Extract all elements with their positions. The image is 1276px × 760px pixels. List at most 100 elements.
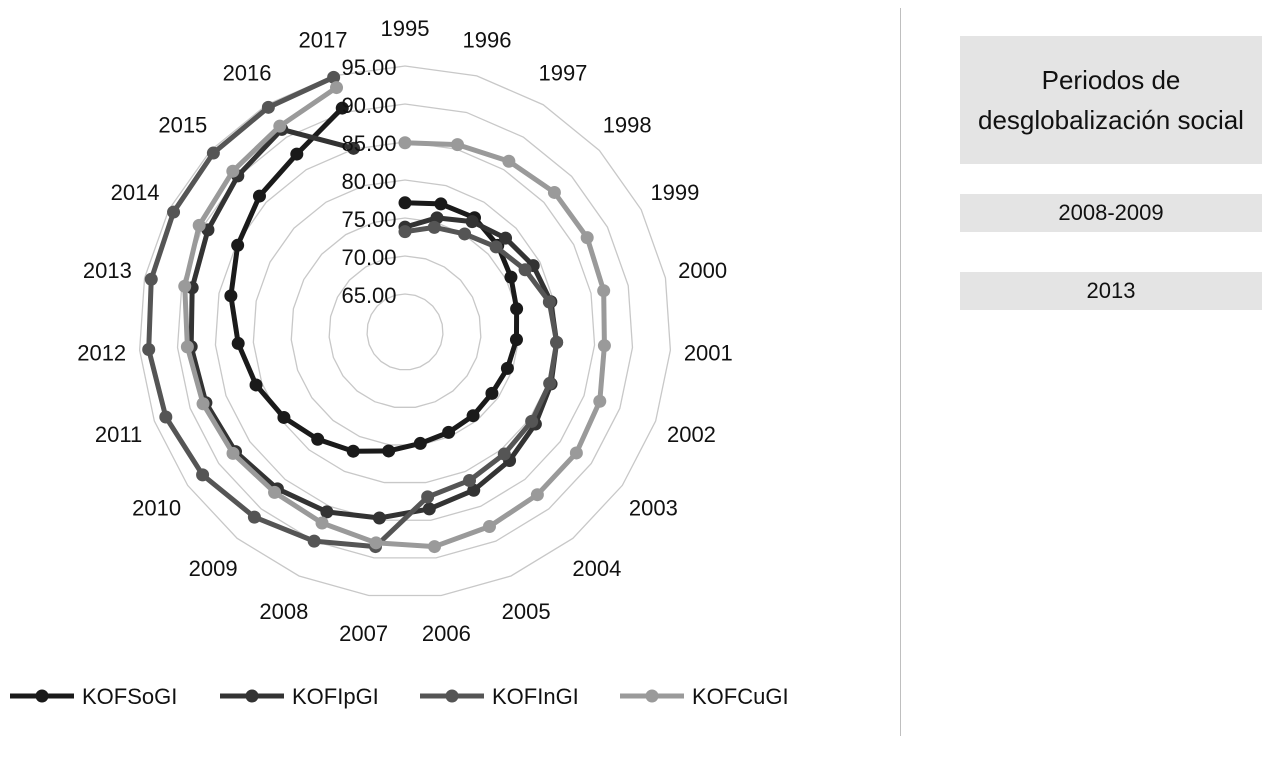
series-point-KOFCuGI-2008 — [315, 516, 329, 530]
category-label-2011: 2011 — [95, 422, 142, 447]
series-point-KOFIpGI-2017 — [347, 141, 361, 155]
category-label-1997: 1997 — [538, 60, 587, 85]
series-point-KOFInGI-2017 — [327, 70, 341, 84]
legend-label-KOFCuGI: KOFCuGI — [692, 684, 789, 709]
category-label-2012: 2012 — [77, 341, 126, 366]
series-point-KOFSoGI-2006 — [413, 436, 427, 450]
series-point-KOFCuGI-2012 — [180, 340, 194, 354]
legend-item-KOFInGI: KOFInGI — [420, 684, 579, 709]
series-point-KOFSoGI-2007 — [382, 444, 396, 458]
series-point-KOFIpGI-2005 — [467, 483, 481, 497]
series-line-KOFCuGI — [182, 85, 607, 550]
series-point-KOFIpGI-2006 — [422, 502, 436, 516]
legend-label-KOFIpGI: KOFIpGI — [292, 684, 379, 709]
series-point-KOFSoGI-2011 — [249, 378, 263, 392]
series-point-KOFCuGI-2015 — [226, 164, 240, 178]
series-point-KOFCuGI-2006 — [427, 540, 441, 554]
legend-label-KOFInGI: KOFInGI — [492, 684, 579, 709]
radar-series — [142, 70, 611, 554]
series-point-KOFIpGI-1997 — [465, 215, 479, 229]
period-badge-2013: 2013 — [960, 272, 1262, 310]
grid-ring-6 — [138, 65, 672, 597]
grid-ring-3 — [252, 179, 558, 484]
category-label-2009: 2009 — [189, 556, 238, 581]
category-label-2000: 2000 — [678, 258, 727, 283]
series-point-KOFSoGI-1995 — [398, 196, 412, 210]
ring-label-3: 80.00 — [341, 169, 396, 194]
ring-labels: 65.00 70.00 75.00 80.00 85.00 90.00 95.00 — [341, 55, 396, 308]
series-point-KOFInGI-2000 — [542, 295, 556, 309]
series-point-KOFInGI-1996 — [427, 220, 441, 234]
legend-marker-KOFInGI — [445, 689, 459, 703]
grid-ring-1 — [328, 255, 482, 408]
legend-item-KOFCuGI: KOFCuGI — [620, 684, 789, 709]
category-label-2004: 2004 — [572, 556, 621, 581]
series-point-KOFSoGI-2008 — [346, 444, 360, 458]
series-point-KOFInGI-1995 — [398, 225, 412, 239]
series-point-KOFSoGI-2005 — [442, 425, 456, 439]
category-label-2014: 2014 — [111, 180, 160, 205]
series-point-KOFInGI-2004 — [497, 447, 511, 461]
series-point-KOFInGI-2010 — [196, 468, 210, 482]
series-point-KOFInGI-2012 — [142, 343, 156, 357]
series-point-KOFSoGI-2002 — [500, 361, 514, 375]
series-point-KOFCuGI-2001 — [597, 339, 611, 353]
series-point-KOFInGI-1997 — [458, 227, 472, 241]
series-point-KOFCuGI-2016 — [273, 119, 287, 133]
category-label-1998: 1998 — [603, 113, 652, 138]
category-label-2010: 2010 — [132, 495, 181, 520]
series-point-KOFSoGI-2003 — [485, 386, 499, 400]
series-point-KOFInGI-2001 — [550, 335, 564, 349]
category-label-2016: 2016 — [223, 60, 272, 85]
category-label-1999: 1999 — [650, 180, 699, 205]
series-point-KOFCuGI-1998 — [547, 185, 561, 199]
series-point-KOFCuGI-1995 — [398, 136, 412, 150]
series-point-KOFCuGI-2011 — [196, 397, 210, 411]
series-point-KOFInGI-2016 — [261, 100, 275, 114]
series-point-KOFInGI-2006 — [421, 490, 435, 504]
series-point-KOFInGI-2015 — [206, 146, 220, 160]
category-label-2017: 2017 — [299, 27, 348, 52]
series-point-KOFSoGI-2000 — [510, 302, 524, 316]
series-point-KOFSoGI-2009 — [311, 432, 325, 446]
series-point-KOFCuGI-1997 — [502, 154, 516, 168]
series-point-KOFSoGI-2015 — [252, 189, 266, 203]
series-point-KOFInGI-1999 — [518, 263, 532, 277]
series-point-KOFCuGI-2002 — [593, 394, 607, 408]
category-label-2008: 2008 — [259, 599, 308, 624]
ring-label-2: 75.00 — [341, 207, 396, 232]
series-point-KOFInGI-2008 — [307, 534, 321, 548]
series-point-KOFInGI-2009 — [247, 510, 261, 524]
series-point-KOFIpGI-2008 — [320, 505, 334, 519]
category-label-2001: 2001 — [684, 341, 733, 366]
series-point-KOFInGI-2005 — [462, 473, 476, 487]
series-point-KOFIpGI-1998 — [499, 231, 513, 245]
series-point-KOFSoGI-2017 — [335, 101, 349, 115]
grid-ring-2 — [290, 217, 520, 446]
series-point-KOFCuGI-2014 — [192, 218, 206, 232]
series-point-KOFIpGI-2007 — [372, 511, 386, 525]
period-badge-2008-2009: 2008-2009 — [960, 194, 1262, 232]
series-point-KOFCuGI-2003 — [569, 446, 583, 460]
series-point-KOFCuGI-2009 — [268, 485, 282, 499]
panel-divider — [900, 8, 901, 736]
ring-label-4: 85.00 — [341, 131, 396, 156]
series-point-KOFCuGI-2004 — [530, 488, 544, 502]
series-point-KOFCuGI-2017 — [330, 81, 344, 95]
legend-item-KOFSoGI: KOFSoGI — [10, 684, 177, 709]
grid-ring-0 — [366, 293, 444, 371]
series-point-KOFSoGI-2013 — [224, 289, 238, 303]
series-point-KOFSoGI-2016 — [290, 147, 304, 161]
series-line-KOFSoGI — [228, 106, 520, 454]
series-point-KOFCuGI-1996 — [450, 138, 464, 152]
radar-chart: 65.00 70.00 75.00 80.00 85.00 90.00 95.00 1995… — [10, 16, 789, 709]
ring-label-6: 95.00 — [341, 55, 396, 80]
category-label-2005: 2005 — [502, 599, 551, 624]
series-point-KOFSoGI-2001 — [509, 333, 523, 347]
ring-label-1: 70.00 — [341, 245, 396, 270]
series-point-KOFInGI-2013 — [144, 272, 158, 286]
side-panel-title: Periodos de desglobalización social — [960, 36, 1262, 164]
series-point-KOFSoGI-2012 — [231, 336, 245, 350]
category-label-1996: 1996 — [463, 27, 512, 52]
category-label-2002: 2002 — [667, 422, 716, 447]
